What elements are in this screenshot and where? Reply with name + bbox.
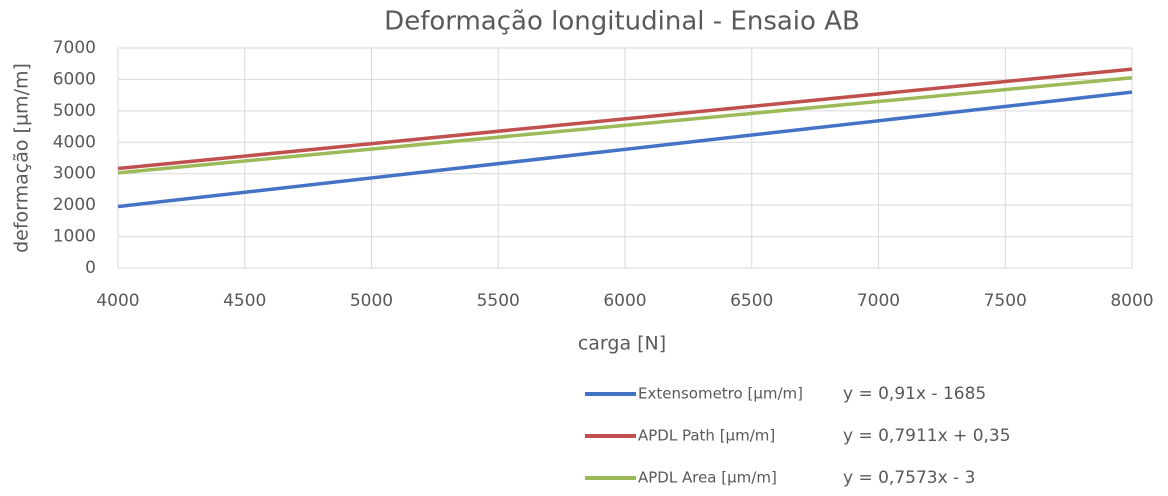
y-tick-label: 0 [85, 258, 96, 278]
y-tick-label: 5000 [53, 101, 96, 121]
y-tick-label: 4000 [53, 132, 96, 152]
y-tick-label: 7000 [53, 38, 96, 58]
x-axis-label: carga [N] [578, 333, 666, 355]
chart-title: Deformação longitudinal - Ensaio AB [384, 7, 860, 37]
x-tick-label: 7000 [857, 291, 900, 311]
series-line [117, 75, 1133, 175]
x-tick-label: 4000 [96, 291, 139, 311]
y-tick-label: 2000 [53, 195, 96, 215]
y-tick-label: 6000 [53, 69, 96, 89]
series-line [117, 67, 1133, 171]
trendline-equation: y = 0,7573x - 3 [843, 468, 975, 488]
trendline-equation: y = 0,7911x + 0,35 [843, 426, 1011, 446]
x-tick-label: 7500 [984, 291, 1027, 311]
x-tick-label: 4500 [223, 291, 266, 311]
series-line [117, 90, 1133, 209]
legend-label: APDL Path [µm/m] [638, 427, 775, 445]
y-tick-label: 1000 [53, 227, 96, 247]
x-tick-label: 6500 [730, 291, 773, 311]
legend-label: Extensometro [µm/m] [638, 385, 803, 403]
trendline-equation: y = 0,91x - 1685 [843, 384, 986, 404]
x-tick-label: 5500 [477, 291, 520, 311]
y-tick-label: 3000 [53, 164, 96, 184]
x-tick-label: 8000 [1110, 291, 1153, 311]
y-axis-label: deformação [µm/m] [11, 63, 33, 253]
legend-label: APDL Area [µm/m] [638, 469, 777, 487]
x-tick-label: 6000 [603, 291, 646, 311]
x-tick-label: 5000 [350, 291, 393, 311]
